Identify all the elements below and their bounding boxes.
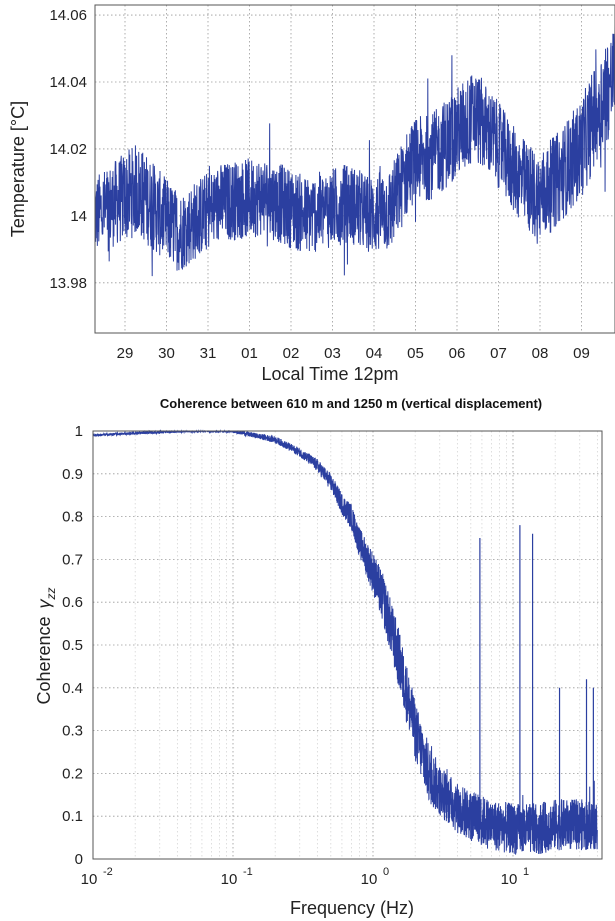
bottom-x-tick-label: 10 [501,871,518,888]
top-plot-frame [94,4,615,334]
top-x-tick-label: 08 [532,345,549,362]
top-y-tick-label: 13.98 [49,275,87,292]
top-y-tick-label: 14.02 [49,141,87,158]
bottom-y-tick-label: 0.4 [62,680,83,697]
coherence-series [92,429,598,855]
top-x-tick-labels: 29303101020304050607080910 [117,345,615,362]
top-x-tick-label: 02 [283,345,300,362]
bottom-x-tick-label: 10 [361,871,378,888]
top-y-tick-label: 14 [70,208,87,225]
coherence-symbol: γ [34,598,54,608]
top-y-tick-label: 14.04 [49,74,87,91]
bottom-y-tick-label: 0.2 [62,765,83,782]
temperature-series [94,23,615,277]
top-x-tick-label: 31 [200,345,217,362]
coherence-line [92,429,598,855]
bottom-y-tick-label: 0.7 [62,551,83,568]
top-y-axis-label: Temperature [°C] [8,101,28,237]
temperature-line [94,23,615,277]
bottom-grid [92,430,602,860]
top-x-tick-label: 03 [324,345,341,362]
top-x-tick-label: 05 [407,345,424,362]
bottom-y-tick-labels: 0 0.1 0.2 0.3 0.4 0.5 0.6 0.7 0.8 0.9 1 [62,423,83,868]
top-y-tick-labels: 13.98 14 14.02 14.04 14.06 [49,7,87,292]
top-x-tick-label: 07 [490,345,507,362]
top-y-tick-label: 14.06 [49,7,87,24]
bottom-y-tick-label: 0.5 [62,637,83,654]
temperature-chart: 13.98 14 14.02 14.04 14.06 29 30 31 01 02 03 04 05 0… [8,4,615,384]
bottom-y-tick-label: 0.9 [62,466,83,483]
top-x-tick-label: 01 [241,345,258,362]
top-x-axis-label: Local Time 12pm [261,364,398,384]
top-x-tick-label: 30 [158,345,175,362]
bottom-y-tick-label: 0.8 [62,509,83,526]
bottom-x-tick-label: 10 [221,871,238,888]
top-x-tick-label: 06 [449,345,466,362]
bottom-x-tick-labels: 10 -2 10 -1 10 0 10 1 [81,866,529,888]
bottom-y-tick-label: 0.6 [62,594,83,611]
bottom-chart-title: Coherence between 610 m and 1250 m (vert… [160,396,542,411]
bottom-y-axis-label-text: Coherence [34,616,54,704]
bottom-y-tick-label: 0.3 [62,723,83,740]
bottom-x-tick-label: 10 [81,871,98,888]
bottom-x-tick-exponent: -1 [243,866,253,878]
bottom-y-axis-label: Coherence γzz [34,587,58,704]
top-x-tick-label: 04 [366,345,383,362]
bottom-x-tick-exponent: 1 [523,866,529,878]
bottom-x-tick-exponent: -2 [103,866,113,878]
bottom-x-tick-exponent: 0 [383,866,389,878]
bottom-y-tick-label: 0 [75,851,83,868]
bottom-y-tick-label: 1 [75,423,83,440]
top-x-tick-label: 09 [573,345,590,362]
bottom-plot-frame [92,430,603,860]
bottom-y-tick-label: 0.1 [62,808,83,825]
top-x-tick-label: 29 [117,345,134,362]
coherence-chart: Coherence between 610 m and 1250 m (vert… [34,396,603,918]
bottom-x-axis-label: Frequency (Hz) [290,898,414,918]
coherence-subscript: zz [44,587,58,600]
